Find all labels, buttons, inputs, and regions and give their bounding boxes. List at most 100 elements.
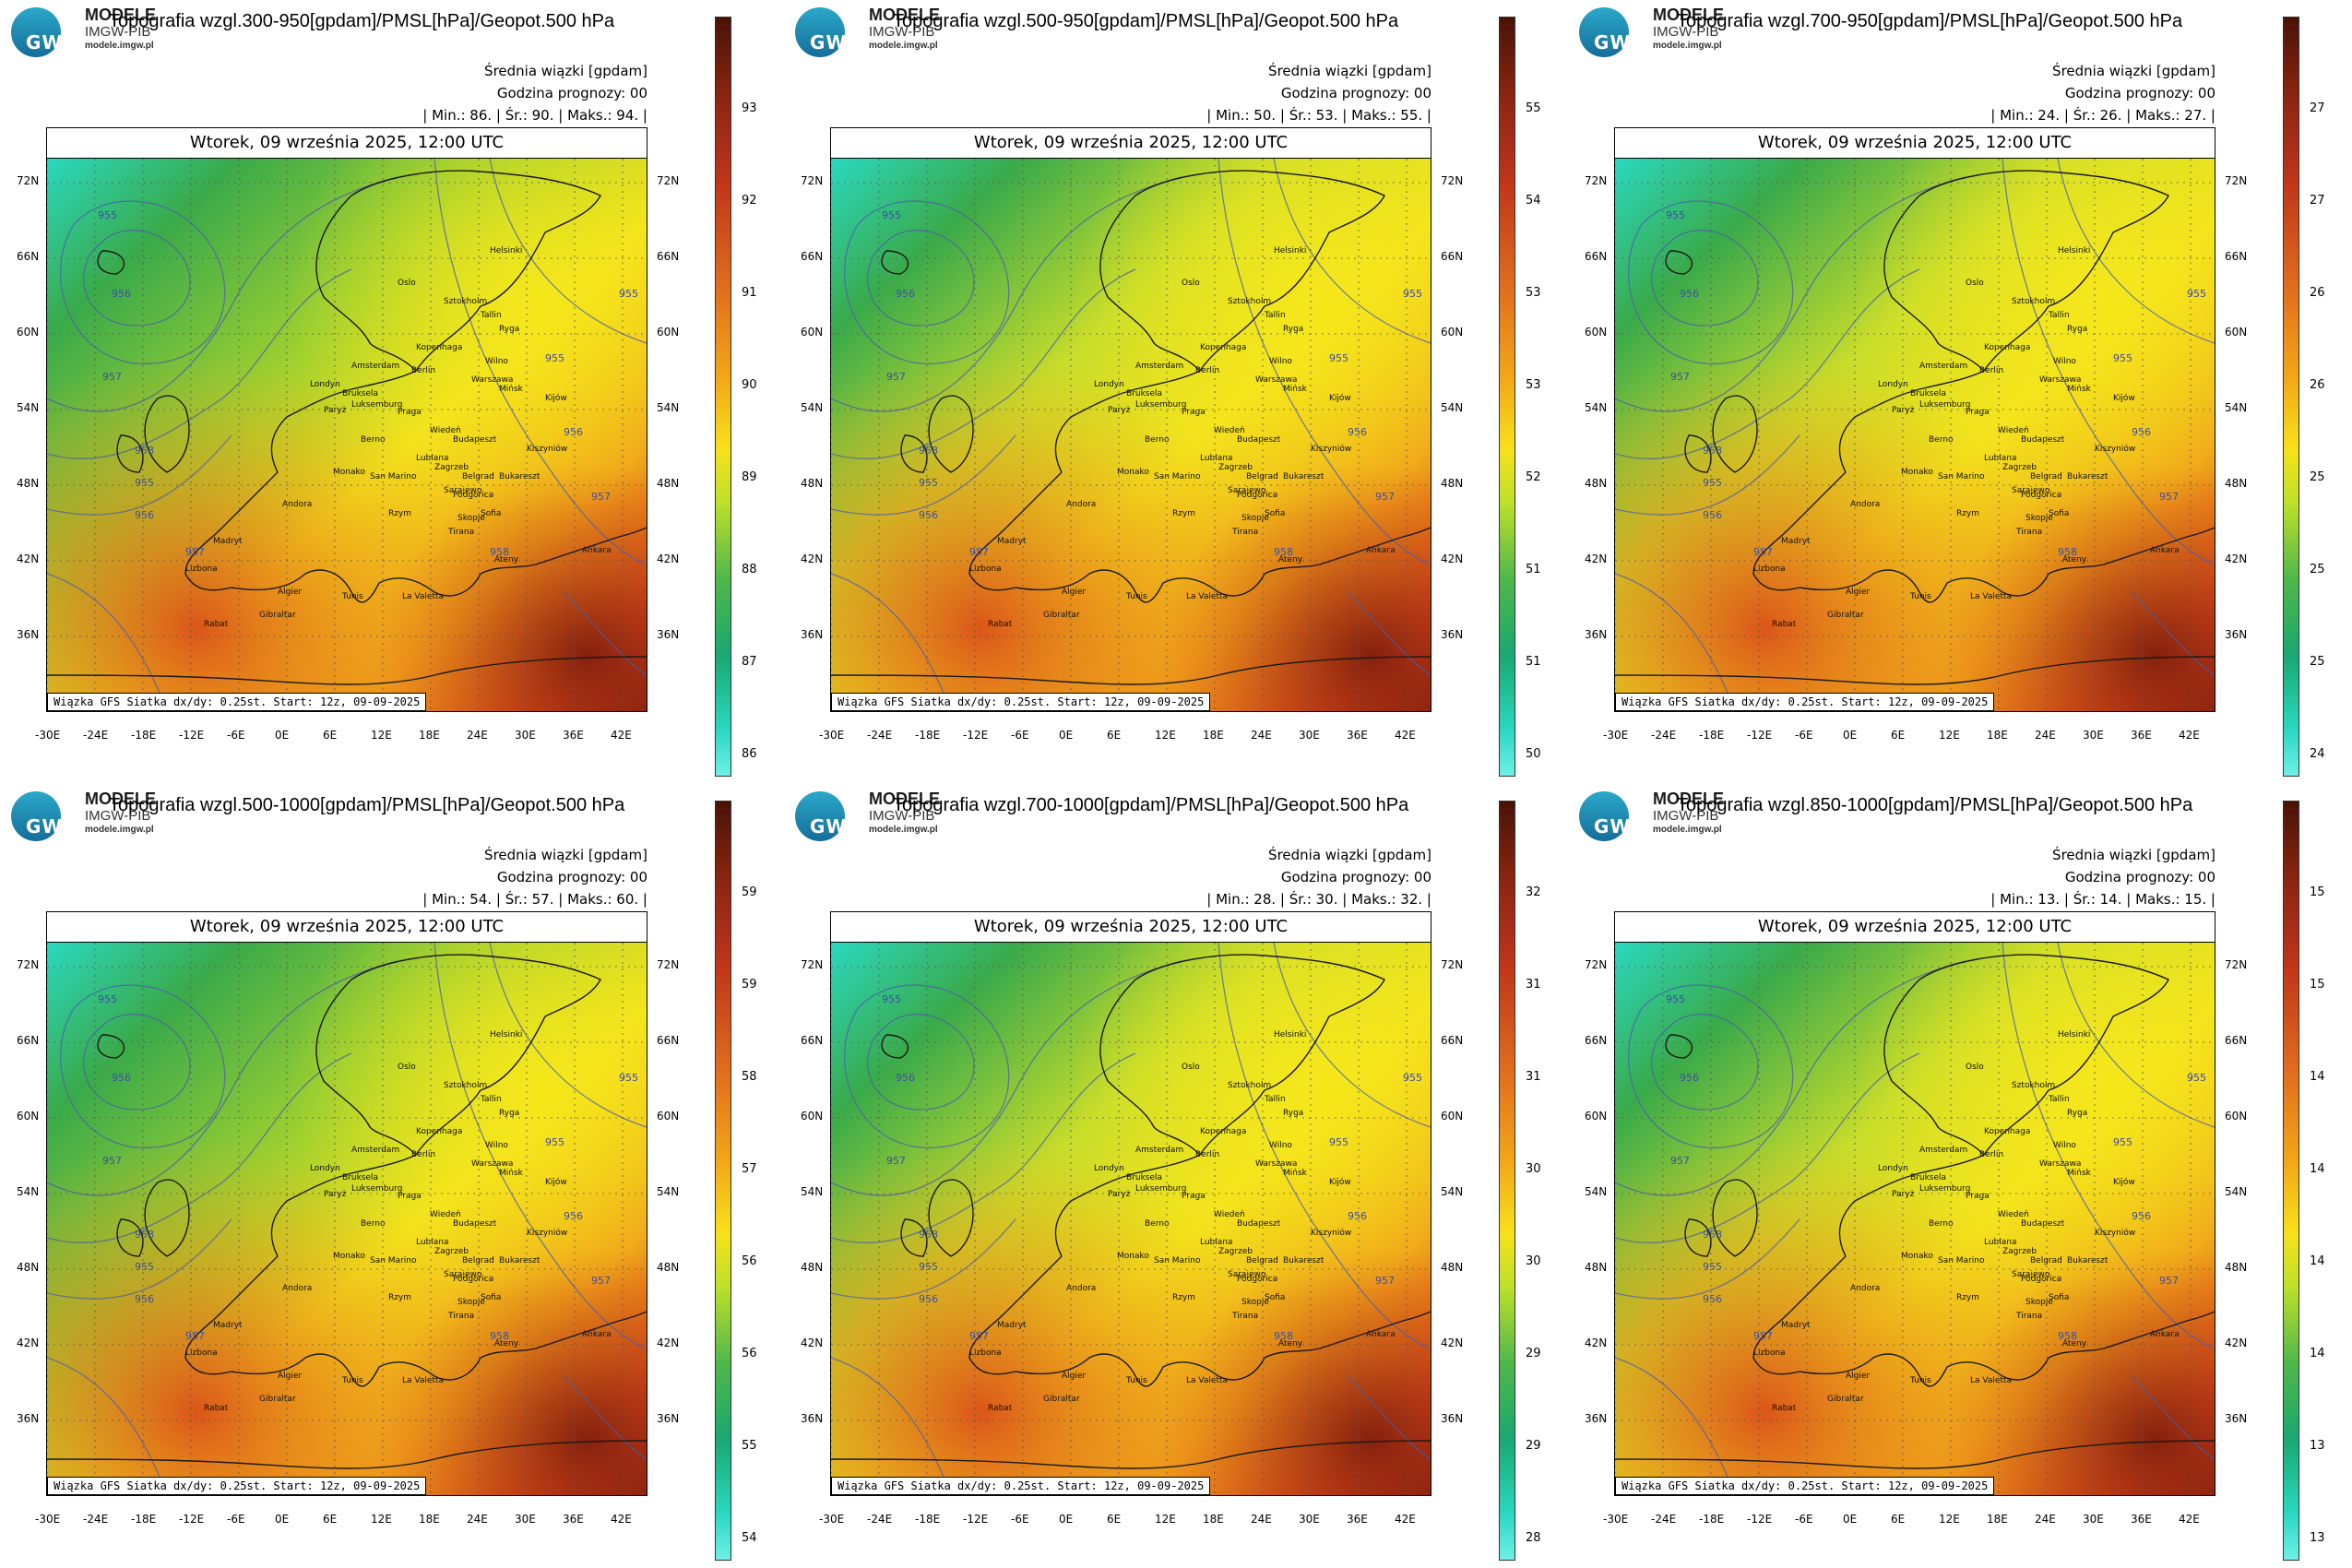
city-label: Kopenhaga bbox=[1984, 1127, 2031, 1136]
contour-label: 956 bbox=[564, 1210, 583, 1222]
contour-label: 955 bbox=[882, 209, 901, 221]
city-label: Madryt bbox=[213, 1321, 243, 1330]
lon-label: 12E bbox=[1939, 729, 1960, 742]
lon-label: -12E bbox=[963, 1513, 989, 1526]
lat-label-right: 36N bbox=[657, 1412, 680, 1425]
footnote: Wiązka GFS Siatka dx/dy: 0.25st. Start: … bbox=[1615, 693, 1995, 711]
coastline bbox=[1752, 471, 1847, 591]
brand-url[interactable]: modele.imgw.pl bbox=[869, 41, 938, 51]
map-field[interactable]: 955 956 957 958 955 956 957 955 956 957 958 955 Hels… bbox=[831, 159, 1431, 711]
city-label: Wiedeń bbox=[430, 1210, 461, 1219]
colorbar-tick-label: 59 bbox=[742, 885, 757, 899]
colorbar-tick-label: 26 bbox=[2310, 378, 2325, 392]
brand-name: MODELE bbox=[869, 6, 941, 24]
city-label: Helsinki bbox=[490, 246, 523, 255]
lon-label: -6E bbox=[227, 729, 245, 742]
brand-url[interactable]: modele.imgw.pl bbox=[869, 825, 938, 835]
coastline bbox=[928, 1179, 974, 1257]
isobar-contour bbox=[47, 1052, 352, 1243]
lon-label: 18E bbox=[1203, 729, 1224, 742]
map-field[interactable]: 955 956 957 958 955 956 957 955 956 957 958 955 Hels… bbox=[47, 943, 647, 1495]
city-label: Monako bbox=[1117, 1252, 1149, 1261]
lon-label: -24E bbox=[867, 729, 893, 742]
city-label: Ateny bbox=[2062, 555, 2087, 564]
lon-label: 36E bbox=[563, 729, 584, 742]
map-field[interactable]: 955 956 957 958 955 956 957 955 956 957 958 955 Hels… bbox=[47, 159, 647, 711]
map-field[interactable]: 955 956 957 958 955 956 957 955 956 957 958 955 Hels… bbox=[1615, 943, 2215, 1495]
colorbar bbox=[2283, 17, 2299, 777]
city-label: Sarajewo bbox=[2012, 1270, 2050, 1279]
city-label: Helsinki bbox=[2058, 1030, 2091, 1039]
city-label: Kijów bbox=[545, 394, 567, 403]
city-label: Kiszyniów bbox=[527, 1229, 568, 1238]
city-label: Belgrad bbox=[2030, 472, 2062, 481]
city-label: Ankara bbox=[1366, 1330, 1396, 1339]
city-label: Luksemburg bbox=[1135, 1184, 1187, 1194]
brand-url[interactable]: modele.imgw.pl bbox=[1653, 41, 1722, 51]
isobar-contour bbox=[60, 200, 226, 364]
contour-label: 956 bbox=[135, 509, 154, 521]
city-label: Mińsk bbox=[1283, 385, 1307, 394]
city-label: Belgrad bbox=[462, 1256, 494, 1265]
lon-label: -18E bbox=[1699, 1513, 1725, 1526]
city-label: Zagrzeb bbox=[2002, 463, 2037, 472]
lat-label-right: 36N bbox=[1441, 628, 1464, 641]
lon-label: -30E bbox=[1603, 1513, 1629, 1526]
lon-label: -6E bbox=[1011, 1513, 1029, 1526]
city-label: Tunis bbox=[1910, 592, 1931, 601]
lat-label-right: 60N bbox=[657, 1110, 680, 1123]
colorbar-tick-label: 29 bbox=[1526, 1347, 1541, 1360]
lon-label: 30E bbox=[515, 729, 536, 742]
city-label: Belgrad bbox=[462, 472, 494, 481]
brand-url[interactable]: modele.imgw.pl bbox=[85, 825, 154, 835]
city-label: Wilno bbox=[2053, 357, 2076, 366]
city-label: Zagrzeb bbox=[434, 1247, 469, 1256]
field-yellow-core bbox=[1615, 159, 2215, 711]
lat-label-right: 60N bbox=[1441, 326, 1464, 339]
city-label: Madryt bbox=[1781, 537, 1811, 546]
stats-line: | Min.: 50. | Śr.: 53. | Maks.: 55. | bbox=[1206, 107, 1431, 124]
city-label: Luksemburg bbox=[351, 400, 403, 410]
date-label: Wtorek, 09 września 2025, 12:00 UTC bbox=[47, 912, 647, 943]
lat-label-right: 42N bbox=[2225, 552, 2248, 565]
city-label: Kiszyniów bbox=[1311, 1229, 1352, 1238]
brand-subtitle: IMGW-PIB bbox=[1653, 24, 1719, 40]
lon-label: 18E bbox=[1203, 1513, 1224, 1526]
isobar-contour bbox=[1628, 984, 1794, 1148]
coastline bbox=[116, 434, 144, 473]
city-label: Ankara bbox=[582, 546, 612, 555]
colorbar-tick-label: 89 bbox=[742, 470, 757, 484]
coastline bbox=[1799, 1353, 1948, 1387]
lon-label: 42E bbox=[611, 729, 632, 742]
brand-url[interactable]: modele.imgw.pl bbox=[85, 41, 154, 51]
contour-label: 957 bbox=[102, 371, 122, 383]
city-label: Tirana bbox=[2016, 528, 2043, 537]
map-field[interactable]: 955 956 957 958 955 956 957 955 956 957 958 955 Hels… bbox=[1615, 159, 2215, 711]
forecast-hour: Godzina prognozy: 00 bbox=[1280, 869, 1431, 885]
lat-label-right: 36N bbox=[657, 628, 680, 641]
lat-label-right: 54N bbox=[2225, 1185, 2248, 1198]
lat-label-left: 48N bbox=[801, 1261, 824, 1274]
brand-subtitle: IMGW-PIB bbox=[869, 808, 935, 824]
city-label: Tirana bbox=[1232, 528, 1259, 537]
lon-label: 6E bbox=[1107, 1513, 1122, 1526]
lat-label-right: 54N bbox=[657, 401, 680, 414]
lat-label-left: 36N bbox=[17, 1412, 40, 1425]
lat-label-right: 72N bbox=[1441, 174, 1464, 187]
isobar-contour bbox=[831, 1218, 1016, 1300]
map-field[interactable]: 955 956 957 958 955 956 957 955 956 957 958 955 Hels… bbox=[831, 943, 1431, 1495]
map-svg bbox=[47, 159, 647, 711]
city-label: Paryż bbox=[1892, 406, 1915, 415]
brand-url[interactable]: modele.imgw.pl bbox=[1653, 825, 1722, 835]
city-label: Kijów bbox=[2113, 1178, 2135, 1187]
colorbar-tick-label: 51 bbox=[1526, 655, 1541, 669]
city-label: Monako bbox=[333, 468, 365, 477]
city-label: Ankara bbox=[582, 1330, 612, 1339]
city-label: Londyn bbox=[1878, 1164, 1908, 1173]
city-label: Bruksela bbox=[1910, 1173, 1947, 1182]
lat-label-left: 36N bbox=[17, 628, 40, 641]
city-label: Ateny bbox=[494, 1339, 519, 1348]
contour-label: 956 bbox=[564, 426, 583, 438]
lat-label-left: 54N bbox=[801, 401, 824, 414]
coastline bbox=[1838, 1154, 1985, 1257]
